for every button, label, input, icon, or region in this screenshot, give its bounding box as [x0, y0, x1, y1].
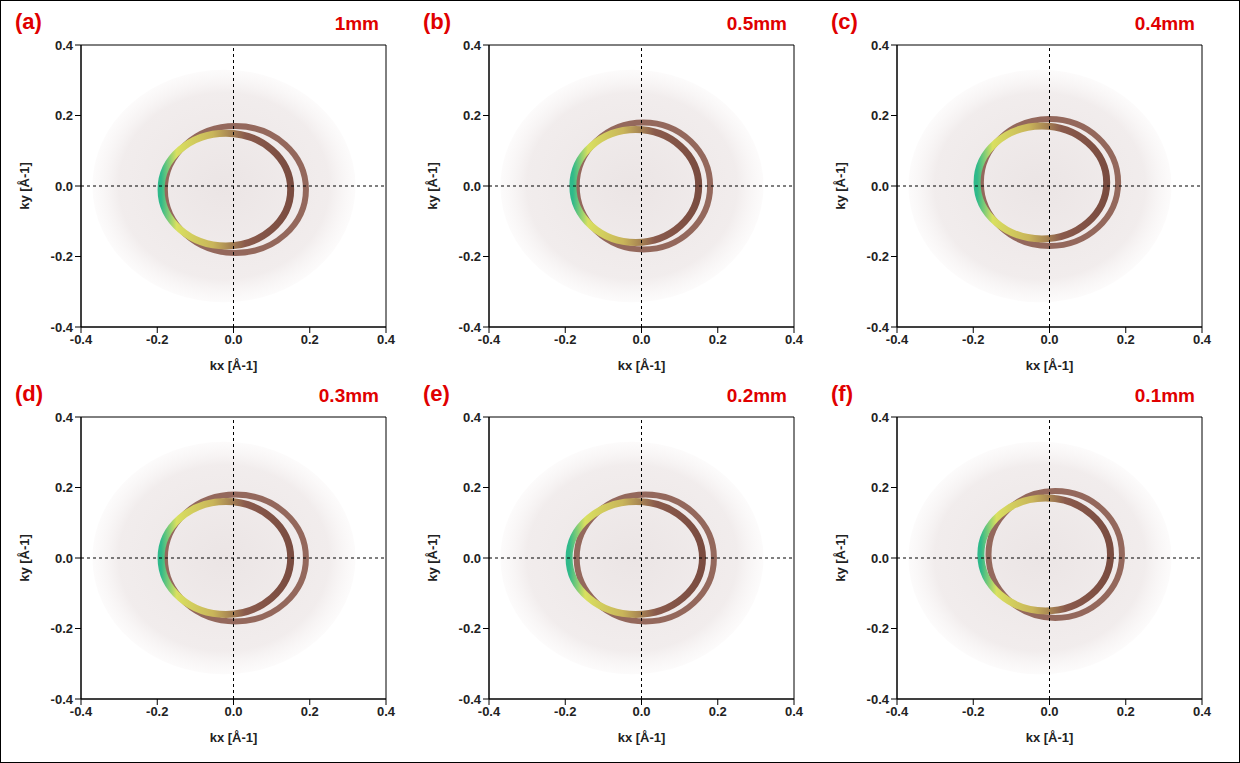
svg-text:kx [Å-1]: kx [Å-1] — [618, 730, 666, 745]
svg-text:0.2: 0.2 — [1117, 704, 1135, 719]
svg-text:-0.2: -0.2 — [962, 704, 984, 719]
svg-text:-0.2: -0.2 — [146, 704, 168, 719]
svg-text:0.0: 0.0 — [55, 179, 73, 194]
html-text:0.4mm: 0.4mm — [1134, 13, 1195, 34]
svg-text:0.0: 0.0 — [632, 704, 650, 719]
svg-text:0.0: 0.0 — [463, 551, 481, 566]
svg-text:0.0: 0.0 — [1040, 332, 1058, 347]
html-text:(a): (a) — [15, 9, 42, 34]
svg-text:0.4: 0.4 — [1193, 332, 1212, 347]
svg-text:-0.4: -0.4 — [70, 332, 93, 347]
svg-text:ky [Å-1]: ky [Å-1] — [833, 534, 848, 582]
svg-text:0.4: 0.4 — [785, 704, 804, 719]
svg-text:0.0: 0.0 — [55, 551, 73, 566]
svg-text:0.0: 0.0 — [224, 704, 242, 719]
svg-text:0.2: 0.2 — [871, 480, 889, 495]
svg-text:0.4: 0.4 — [463, 410, 482, 425]
svg-text:-0.2: -0.2 — [459, 621, 481, 636]
svg-text:-0.4: -0.4 — [886, 704, 909, 719]
html-text:(f): (f) — [831, 381, 853, 406]
svg-text:-0.2: -0.2 — [51, 621, 73, 636]
svg-text:ky [Å-1]: ky [Å-1] — [17, 162, 32, 210]
html-text:(d): (d) — [15, 381, 44, 406]
svg-text:0.0: 0.0 — [871, 179, 889, 194]
svg-text:0.4: 0.4 — [55, 410, 74, 425]
svg-text:0.4: 0.4 — [377, 332, 396, 347]
svg-text:0.2: 0.2 — [301, 332, 319, 347]
svg-text:0.0: 0.0 — [871, 551, 889, 566]
svg-text:-0.2: -0.2 — [51, 249, 73, 264]
html-text:0.3mm: 0.3mm — [318, 385, 379, 406]
svg-text:0.2: 0.2 — [463, 108, 481, 123]
svg-text:-0.4: -0.4 — [459, 692, 482, 707]
html-text:(c): (c) — [831, 9, 858, 34]
svg-text:ky [Å-1]: ky [Å-1] — [425, 162, 440, 210]
svg-text:ky [Å-1]: ky [Å-1] — [833, 162, 848, 210]
html-text:(b): (b) — [423, 9, 452, 34]
svg-text:-0.4: -0.4 — [51, 692, 74, 707]
svg-text:0.4: 0.4 — [785, 332, 804, 347]
svg-text:0.4: 0.4 — [1193, 704, 1212, 719]
html-text:0.5mm: 0.5mm — [726, 13, 787, 34]
svg-text:0.0: 0.0 — [632, 332, 650, 347]
svg-text:0.2: 0.2 — [709, 332, 727, 347]
svg-text:-0.4: -0.4 — [867, 320, 890, 335]
svg-text:-0.4: -0.4 — [886, 332, 909, 347]
svg-text:0.0: 0.0 — [463, 179, 481, 194]
svg-text:-0.2: -0.2 — [554, 704, 576, 719]
svg-text:0.0: 0.0 — [224, 332, 242, 347]
svg-text:0.2: 0.2 — [55, 480, 73, 495]
svg-text:0.0: 0.0 — [1040, 704, 1058, 719]
svg-text:0.2: 0.2 — [709, 704, 727, 719]
svg-text:-0.4: -0.4 — [70, 704, 93, 719]
svg-text:0.4: 0.4 — [871, 38, 890, 53]
svg-text:-0.4: -0.4 — [478, 704, 501, 719]
svg-text:-0.4: -0.4 — [867, 692, 890, 707]
svg-text:0.2: 0.2 — [463, 480, 481, 495]
svg-text:0.4: 0.4 — [377, 704, 396, 719]
svg-text:-0.2: -0.2 — [962, 332, 984, 347]
svg-text:-0.2: -0.2 — [867, 249, 889, 264]
svg-text:-0.4: -0.4 — [459, 320, 482, 335]
svg-text:0.2: 0.2 — [301, 704, 319, 719]
svg-text:ky [Å-1]: ky [Å-1] — [425, 534, 440, 582]
svg-text:kx [Å-1]: kx [Å-1] — [618, 358, 666, 373]
svg-text:0.4: 0.4 — [55, 38, 74, 53]
svg-text:-0.2: -0.2 — [459, 249, 481, 264]
html-text:1mm: 1mm — [334, 13, 379, 34]
svg-text:ky [Å-1]: ky [Å-1] — [17, 534, 32, 582]
svg-text:kx [Å-1]: kx [Å-1] — [1026, 730, 1074, 745]
svg-text:-0.2: -0.2 — [867, 621, 889, 636]
html-text:(e): (e) — [423, 381, 450, 406]
svg-text:kx [Å-1]: kx [Å-1] — [1026, 358, 1074, 373]
html-text:0.1mm: 0.1mm — [1134, 385, 1195, 406]
svg-text:0.4: 0.4 — [463, 38, 482, 53]
svg-text:-0.4: -0.4 — [478, 332, 501, 347]
html-text:0.2mm: 0.2mm — [726, 385, 787, 406]
svg-text:kx [Å-1]: kx [Å-1] — [210, 358, 258, 373]
svg-text:kx [Å-1]: kx [Å-1] — [210, 730, 258, 745]
svg-text:0.4: 0.4 — [871, 410, 890, 425]
svg-text:0.2: 0.2 — [55, 108, 73, 123]
svg-text:0.2: 0.2 — [1117, 332, 1135, 347]
svg-text:-0.2: -0.2 — [146, 332, 168, 347]
svg-text:0.2: 0.2 — [871, 108, 889, 123]
svg-text:-0.4: -0.4 — [51, 320, 74, 335]
svg-text:-0.2: -0.2 — [554, 332, 576, 347]
